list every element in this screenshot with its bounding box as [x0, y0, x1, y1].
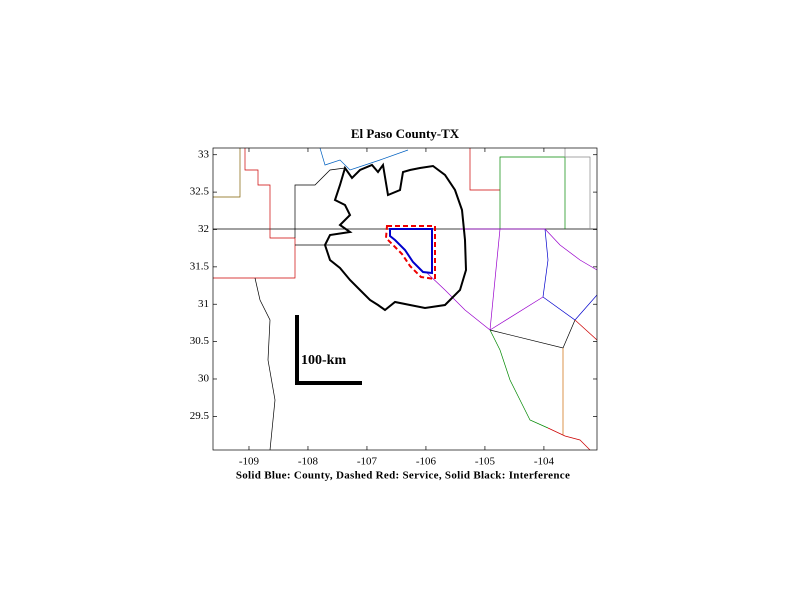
- x-axis-label: Solid Blue: County, Dashed Red: Service,…: [236, 470, 570, 482]
- county-line: [499, 156, 566, 229]
- county-line: [574, 319, 597, 341]
- y-tick-label: 31: [198, 298, 209, 310]
- county-line: [564, 148, 591, 229]
- county-line: [489, 296, 544, 331]
- county-line: [294, 167, 346, 238]
- map-layer: [213, 148, 597, 450]
- county-line: [319, 148, 409, 171]
- river: [425, 271, 491, 331]
- interference-contour: [323, 162, 468, 312]
- chart-title: El Paso County-TX: [351, 126, 460, 141]
- service-contour: [384, 225, 436, 281]
- y-tick-label: 30: [198, 373, 210, 385]
- river: [547, 427, 591, 450]
- x-tick-label: -105: [475, 456, 496, 468]
- county-line: [213, 148, 296, 279]
- x-tick-label: -109: [239, 456, 260, 468]
- x-tick-label: -104: [534, 456, 555, 468]
- county-boundary: [389, 228, 433, 275]
- plot-frame: [212, 147, 598, 451]
- county-line: [489, 228, 501, 331]
- county-line: [460, 228, 597, 271]
- county-line: [213, 148, 241, 198]
- border-line: [254, 277, 276, 450]
- scale-label: 100-km: [301, 353, 346, 368]
- x-tick-label: -108: [298, 456, 319, 468]
- y-tick-label: 32.5: [190, 186, 210, 198]
- x-tick-label: -106: [416, 456, 437, 468]
- y-tick-label: 32: [198, 223, 209, 235]
- y-tick-label: 33: [198, 148, 210, 160]
- county-line: [469, 148, 500, 191]
- river: [489, 329, 549, 429]
- y-tick-label: 30.5: [190, 335, 210, 347]
- y-tick-label: 29.5: [190, 410, 210, 422]
- x-tick-label: -107: [357, 456, 378, 468]
- y-tick-label: 31.5: [190, 260, 210, 272]
